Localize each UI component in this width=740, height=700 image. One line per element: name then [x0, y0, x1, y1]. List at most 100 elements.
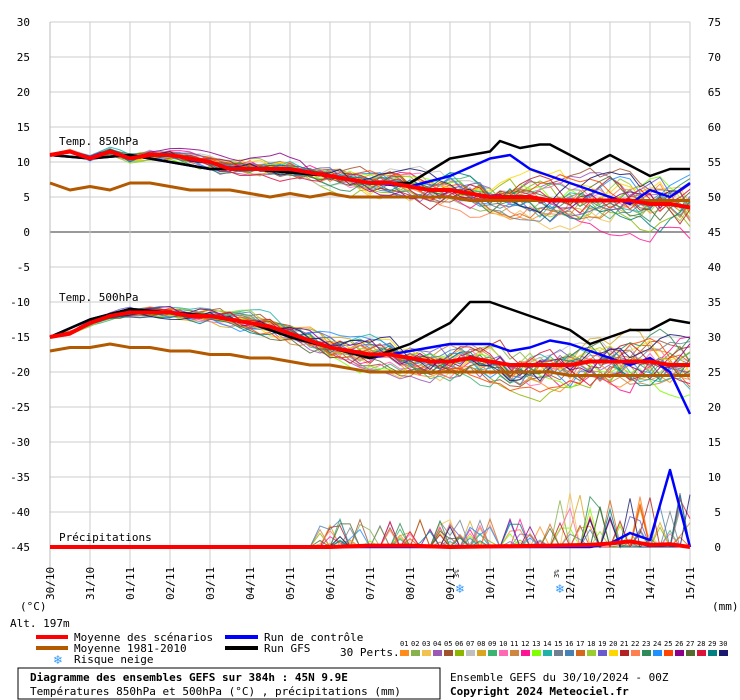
perts-legend: 01 02 03 04 05 06 07 08 09 10 11 12 13 14 15 16 17 18 19 20…: [400, 640, 728, 656]
pert-swatch: [554, 650, 563, 656]
x-tick-label: 15/11: [684, 567, 697, 600]
pert-number: 06: [455, 640, 463, 648]
y-right-tick-label: 5: [714, 506, 721, 519]
pert-swatch: [521, 650, 530, 656]
pert-number: 17: [576, 640, 584, 648]
y-tick-label: 30: [17, 16, 30, 29]
x-tick-label: 05/11: [284, 567, 297, 600]
x-tick-label: 31/10: [84, 567, 97, 600]
y-tick-label: 5: [23, 191, 30, 204]
pert-number: 02: [411, 640, 419, 648]
pert-swatch: [642, 650, 651, 656]
y-tick-label: 15: [17, 121, 30, 134]
pert-swatch: [576, 650, 585, 656]
pert-swatch: [565, 650, 574, 656]
y-right-tick-label: 10: [708, 471, 721, 484]
pert-number: 12: [521, 640, 529, 648]
y-right-tick-label: 65: [708, 86, 721, 99]
copyright: Copyright 2024 Meteociel.fr: [450, 685, 629, 698]
snowflake-icon: ❄: [555, 582, 565, 596]
x-tick-label: 14/11: [644, 567, 657, 600]
y-right-tick-label: 55: [708, 156, 721, 169]
pert-swatch: [532, 650, 541, 656]
x-axis-ticks: 30/10 31/10 01/11 02/11 03/11 04/11 05/11 06/11…: [44, 567, 697, 600]
pert-swatch: [455, 650, 464, 656]
pert-line-t500: [49, 305, 691, 380]
chart-subtitle: Températures 850hPa et 500hPa (°C) , pré…: [30, 685, 401, 698]
run-info: Ensemble GEFS du 30/10/2024 - 00Z: [450, 671, 669, 684]
y-tick-label: -40: [10, 506, 30, 519]
pert-number: 25: [664, 640, 672, 648]
series-line-precip: [50, 468, 692, 549]
altitude-label: Alt. 197m: [10, 617, 70, 630]
snowflake-icon: ❄: [455, 582, 465, 596]
chart-grid: [49, 21, 691, 597]
pert-swatch: [499, 650, 508, 656]
pert-swatch: [433, 650, 442, 656]
pert-number: 15: [554, 640, 562, 648]
label-t850: Temp. 850hPa: [59, 135, 138, 148]
y-right-tick-label: 40: [708, 261, 721, 274]
x-tick-label: 04/11: [244, 567, 257, 600]
snow-risk-markers: 3% ❄ 3% ❄: [453, 569, 565, 596]
pert-number: 28: [697, 640, 705, 648]
right-axis-unit: (mm): [712, 600, 739, 613]
main-series-lines: [49, 139, 692, 549]
pert-swatch: [488, 650, 497, 656]
y-tick-label: -25: [10, 401, 30, 414]
legend: Moyenne des scénarios Moyenne 1981-2010 …: [36, 631, 728, 667]
y-tick-label: 0: [23, 226, 30, 239]
pert-swatch: [719, 650, 728, 656]
pert-number: 05: [444, 640, 452, 648]
pert-line-t500: [49, 311, 691, 382]
pert-swatch: [411, 650, 420, 656]
pert-number: 01: [400, 640, 408, 648]
y-right-tick-label: 20: [708, 401, 721, 414]
y-tick-label: 25: [17, 51, 30, 64]
chart-title: Diagramme des ensembles GEFS sur 384h : …: [30, 671, 348, 684]
title-box: [17, 667, 441, 700]
pert-swatch: [598, 650, 607, 656]
legend-climatology-label: Moyenne 1981-2010: [74, 642, 187, 655]
pert-number: 08: [477, 640, 485, 648]
pert-swatch: [675, 650, 684, 656]
y-tick-label: 10: [17, 156, 30, 169]
y-right-tick-label: 35: [708, 296, 721, 309]
pert-number: 26: [675, 640, 683, 648]
pert-line-t500: [49, 305, 691, 390]
x-tick-label: 08/11: [404, 567, 417, 600]
pert-number: 14: [543, 640, 551, 648]
y-tick-label: -45: [10, 541, 30, 554]
y-right-tick-label: 15: [708, 436, 721, 449]
pert-number: 24: [653, 640, 661, 648]
pert-swatch: [686, 650, 695, 656]
pert-number: 09: [488, 640, 496, 648]
x-tick-label: 11/11: [524, 567, 537, 600]
pert-number: 16: [565, 640, 573, 648]
series-line-t500: [49, 342, 690, 377]
snowflake-icon: ❄: [53, 653, 63, 667]
y-tick-label: -35: [10, 471, 30, 484]
series-line-t850: [49, 149, 691, 210]
y-tick-label: -30: [10, 436, 30, 449]
y-right-tick-label: 45: [708, 226, 721, 239]
pert-number: 13: [532, 640, 540, 648]
pert-number: 22: [631, 640, 639, 648]
y-right-tick-label: 60: [708, 121, 721, 134]
legend-control-label: Run de contrôle: [264, 631, 363, 644]
x-tick-label: 12/11: [564, 567, 577, 600]
x-tick-label: 10/11: [484, 567, 497, 600]
left-axis-unit: (°C): [20, 600, 47, 613]
x-tick-label: 30/10: [44, 567, 57, 600]
x-tick-label: 09/11: [444, 567, 457, 600]
pert-swatch: [543, 650, 552, 656]
y-tick-label: -15: [10, 331, 30, 344]
legend-mean-label: Moyenne des scénarios: [74, 631, 213, 644]
snow-risk-percent: 3%: [553, 569, 561, 578]
snow-risk-percent: 3%: [453, 569, 461, 578]
x-tick-label: 02/11: [164, 567, 177, 600]
y-tick-label: 20: [17, 86, 30, 99]
pert-swatch: [631, 650, 640, 656]
